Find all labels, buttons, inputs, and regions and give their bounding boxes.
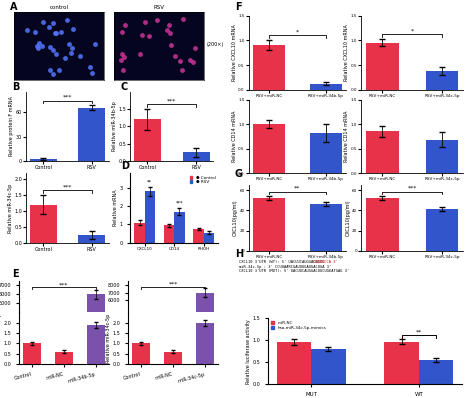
Y-axis label: Relative mRNA: Relative mRNA (113, 189, 118, 226)
Y-axis label: Relative miR-34b-5p: Relative miR-34b-5p (112, 101, 117, 151)
Y-axis label: CXCL10(pg/ml): CXCL10(pg/ml) (233, 199, 238, 236)
Text: miR-34c-5p : 3' CCUUAARCGAUUUGAUGACUGA 3': miR-34c-5p : 3' CCUUAARCGAUUUGAUGACUGA 3… (239, 265, 332, 269)
Bar (366, 198, 399, 251)
Bar (426, 140, 458, 173)
Bar (196, 293, 214, 348)
Y-axis label: Relative CXCL10 mRNA: Relative CXCL10 mRNA (232, 24, 237, 81)
Legend: ● Control, ● RSV: ● Control, ● RSV (189, 175, 216, 184)
Bar (196, 323, 214, 364)
Bar (164, 225, 174, 243)
Text: B: B (12, 82, 19, 92)
Text: D: D (121, 161, 129, 171)
Bar (204, 233, 214, 243)
Text: ***: *** (63, 95, 72, 100)
Text: ***: *** (408, 186, 417, 191)
Bar (164, 352, 182, 364)
Text: ***: *** (168, 282, 178, 287)
Bar (366, 43, 399, 90)
Y-axis label: CXCL10(pg/ml): CXCL10(pg/ml) (346, 199, 350, 236)
Bar (30, 159, 56, 161)
Bar (30, 205, 56, 243)
Text: E: E (12, 269, 18, 279)
Y-axis label: Relative luciferase activity: Relative luciferase activity (246, 319, 251, 384)
Bar (79, 235, 105, 243)
Y-axis label: Relative CD14 mRNA: Relative CD14 mRNA (344, 111, 349, 162)
Bar (183, 152, 210, 161)
Text: F: F (235, 2, 241, 12)
Bar (134, 222, 145, 243)
Bar (23, 343, 41, 364)
Bar (277, 342, 311, 384)
Text: G: G (235, 169, 243, 179)
Bar (426, 71, 458, 90)
Text: ***: *** (175, 201, 183, 206)
Bar (311, 349, 346, 384)
Bar (253, 198, 284, 251)
Bar (174, 212, 184, 243)
Bar (366, 131, 399, 173)
Text: ***: *** (59, 282, 69, 287)
Bar (310, 84, 342, 90)
Bar (87, 294, 105, 349)
Bar (79, 108, 105, 161)
Text: CACUGCCA 3': CACUGCCA 3' (313, 260, 337, 264)
Text: *: * (410, 29, 414, 33)
Text: *: * (296, 29, 299, 35)
Bar (132, 343, 150, 364)
Bar (384, 341, 419, 384)
Y-axis label: Relative CD14 mRNA: Relative CD14 mRNA (232, 111, 237, 162)
Text: A: A (9, 2, 17, 12)
Bar (87, 325, 105, 364)
Text: RSV: RSV (153, 5, 164, 10)
Bar (253, 45, 284, 90)
Bar (55, 352, 73, 364)
Bar (310, 133, 342, 173)
Bar (134, 119, 161, 161)
Bar (310, 204, 342, 251)
Bar (193, 229, 204, 243)
Y-axis label: Relative CXCL10 mRNA: Relative CXCL10 mRNA (344, 24, 349, 81)
Text: **: ** (147, 179, 152, 185)
Text: C: C (121, 82, 128, 92)
Bar (253, 124, 284, 173)
Y-axis label: Relative miR-34c-5p: Relative miR-34c-5p (106, 314, 111, 363)
Y-axis label: Relative miR-34b-5p: Relative miR-34b-5p (0, 314, 2, 363)
Text: CXCL10 3'UTR (MUT): 5' UACUUCAUGGACUUCUGEATGAG 3': CXCL10 3'UTR (MUT): 5' UACUUCAUGGACUUCUG… (239, 269, 350, 273)
Y-axis label: Relative miR-34c-5p: Relative miR-34c-5p (8, 183, 13, 232)
Text: control: control (50, 5, 69, 10)
Y-axis label: Relative protein F mRNA: Relative protein F mRNA (9, 96, 14, 156)
Text: **: ** (294, 186, 301, 191)
Bar (145, 191, 155, 243)
Bar (426, 209, 458, 251)
Text: H: H (235, 249, 243, 259)
Text: ***: *** (63, 185, 72, 190)
Text: **: ** (416, 330, 422, 335)
Bar (419, 360, 453, 384)
Text: ***: *** (167, 98, 176, 103)
Text: (200×): (200×) (206, 42, 223, 47)
Text: CXCL10 3'UTR (WT): 5' UACUUCAUGGACUUCC: CXCL10 3'UTR (WT): 5' UACUUCAUGGACUUCC (239, 260, 325, 264)
Legend: miR-NC, hsa-miR-34c-5p-mimics: miR-NC, hsa-miR-34c-5p-mimics (270, 320, 327, 331)
